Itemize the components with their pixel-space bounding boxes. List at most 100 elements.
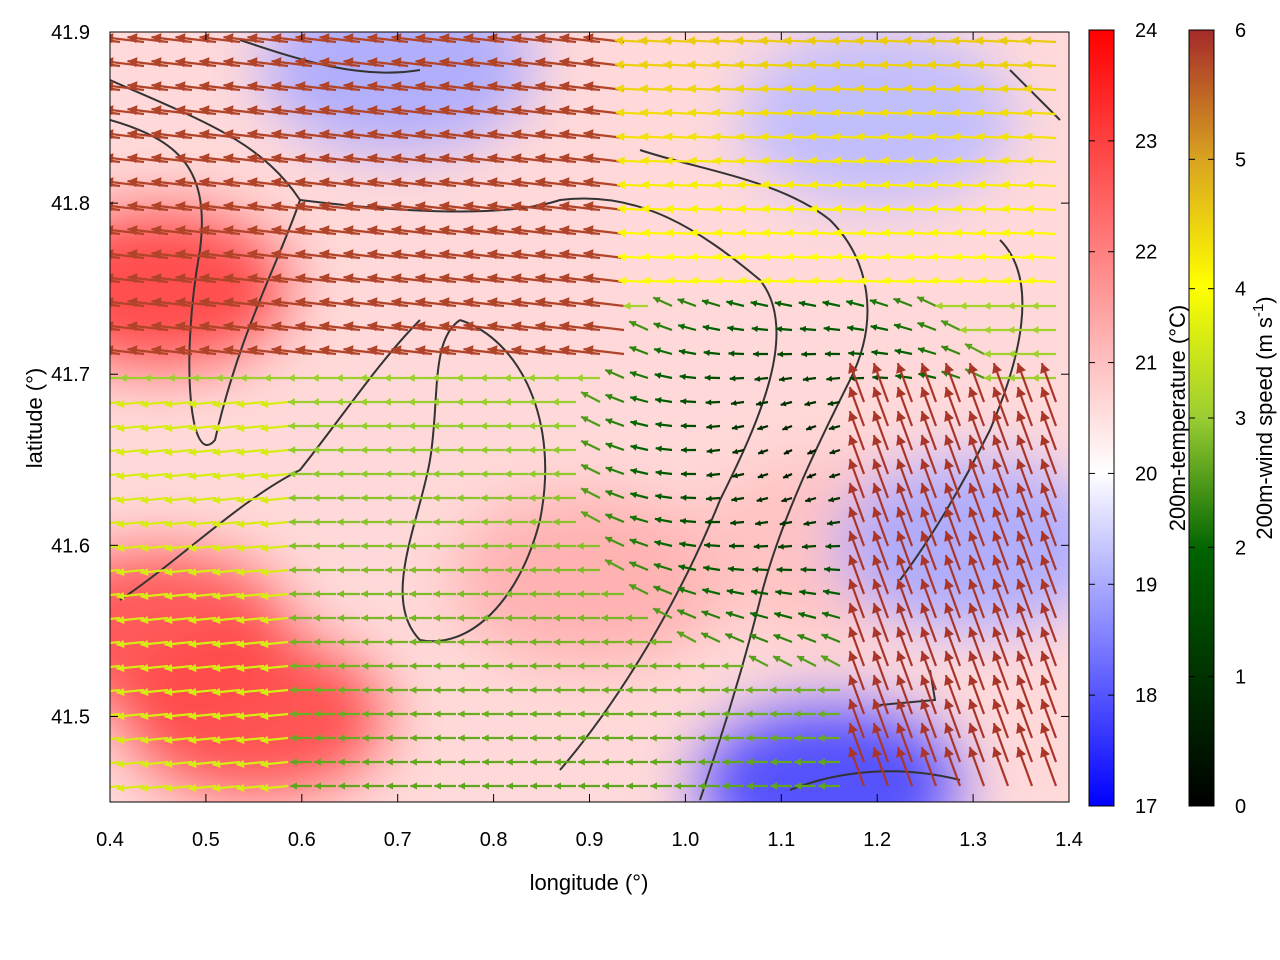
wind-vector-head <box>463 33 474 44</box>
wind-vector-head <box>487 201 498 212</box>
wind-vector-head <box>798 300 806 308</box>
wind-vector-shaft <box>110 448 121 453</box>
wind-vector-head <box>689 228 698 238</box>
wind-vector-head <box>127 225 138 236</box>
wind-vector-head <box>721 686 729 694</box>
wind-vector-head <box>289 710 297 718</box>
wind-vector-head <box>528 494 536 502</box>
wind-vector-head <box>1040 459 1050 470</box>
wind-vector-head <box>164 495 173 505</box>
wind-vector-head <box>212 687 221 697</box>
wind-vector-head <box>730 519 737 526</box>
wind-vector-head <box>751 325 758 333</box>
wind-vector-head <box>79 249 89 259</box>
wind-vector-head <box>188 663 197 673</box>
wind-vector-head <box>617 252 627 262</box>
wind-vector-head <box>247 33 258 44</box>
wind-vector-head <box>805 497 812 503</box>
wind-vector-head <box>641 228 650 238</box>
wind-vector-head <box>726 299 734 307</box>
wind-vector-head <box>992 411 1002 422</box>
wind-vector-head <box>583 129 594 140</box>
wind-vector-head <box>769 686 777 694</box>
wind-vector-head <box>665 204 674 214</box>
wind-vector-head <box>188 783 197 793</box>
wind-vector-head <box>1040 483 1050 494</box>
wind-vector-head <box>504 470 512 478</box>
wind-vector-head <box>605 536 613 544</box>
wind-vector-head <box>385 590 392 598</box>
wind-vector-head <box>212 399 221 409</box>
wind-vector-head <box>698 782 705 790</box>
wind-vector-head <box>1016 723 1026 734</box>
wind-vector-head <box>896 579 906 590</box>
wind-vector-head <box>487 321 498 332</box>
x-tick-label: 1.1 <box>767 829 795 851</box>
wind-vector-head <box>457 710 465 718</box>
wind-vector-head <box>439 129 450 140</box>
wind-vector-head <box>968 363 978 374</box>
wind-vector-head <box>917 296 925 304</box>
wind-vector-head <box>127 249 138 260</box>
wind-vector-head <box>650 734 657 742</box>
wind-vector-head <box>1040 627 1050 638</box>
wind-vector-head <box>581 464 589 471</box>
wind-vector-head <box>697 686 705 694</box>
wind-vector-head <box>367 81 378 92</box>
wind-vector-head <box>783 108 793 118</box>
wind-vector-head <box>247 129 258 140</box>
wind-vector-head <box>487 57 498 68</box>
wind-vector-head <box>457 686 465 694</box>
wind-vector-head <box>677 586 685 594</box>
wind-vector-head <box>848 350 855 357</box>
wind-vector-head <box>463 249 474 260</box>
wind-vector-head <box>391 225 402 236</box>
wind-vector-head <box>782 36 792 46</box>
wind-vector-head <box>383 374 391 382</box>
wind-vector-head <box>826 520 833 527</box>
wind-vector-head <box>479 374 487 382</box>
wind-vector-head <box>858 276 867 286</box>
wind-vector-head <box>920 411 930 422</box>
wind-vector-head <box>554 782 561 790</box>
wind-vector-head <box>847 325 854 332</box>
wind-vector-head <box>760 156 769 166</box>
wind-vector-head <box>143 374 151 382</box>
wind-vector-head <box>271 57 282 68</box>
wind-vector-head <box>530 758 537 766</box>
wind-vector-head <box>711 84 720 94</box>
wind-vector-head <box>487 33 498 44</box>
wind-vector-head <box>581 391 589 399</box>
wind-vector-head <box>314 758 321 766</box>
wind-vector-head <box>554 758 561 766</box>
wind-vector-head <box>983 374 991 382</box>
wind-vector-head <box>926 60 936 70</box>
wind-vector-head <box>856 132 865 142</box>
wind-vector-head <box>529 686 537 694</box>
wind-vector-head <box>784 156 793 166</box>
wind-vector-head <box>975 84 984 94</box>
wind-vector-head <box>361 686 369 694</box>
wind-vector-head <box>432 422 440 430</box>
wind-vector-head <box>236 687 245 697</box>
wind-vector-head <box>1040 387 1050 398</box>
wind-vector-head <box>577 686 585 694</box>
wind-vector-head <box>809 228 818 238</box>
wind-vector-head <box>535 81 546 92</box>
wind-vector-head <box>140 711 149 721</box>
wind-vector-head <box>711 108 721 118</box>
wind-vector-head <box>188 543 197 553</box>
wind-vector-head <box>409 686 417 694</box>
wind-vector-head <box>175 273 186 284</box>
wind-vector-head <box>578 758 585 766</box>
wind-vector-head <box>872 459 882 470</box>
wind-vector-head <box>260 687 269 697</box>
wind-vector-head <box>895 373 902 380</box>
wind-vector-head <box>827 400 834 407</box>
wind-vector-head <box>625 638 633 646</box>
wind-vector-head <box>712 156 721 166</box>
wind-vector-head <box>188 591 197 601</box>
wind-vector-head <box>992 675 1002 686</box>
wind-vector-head <box>236 399 245 409</box>
wind-vector-head <box>642 276 651 286</box>
